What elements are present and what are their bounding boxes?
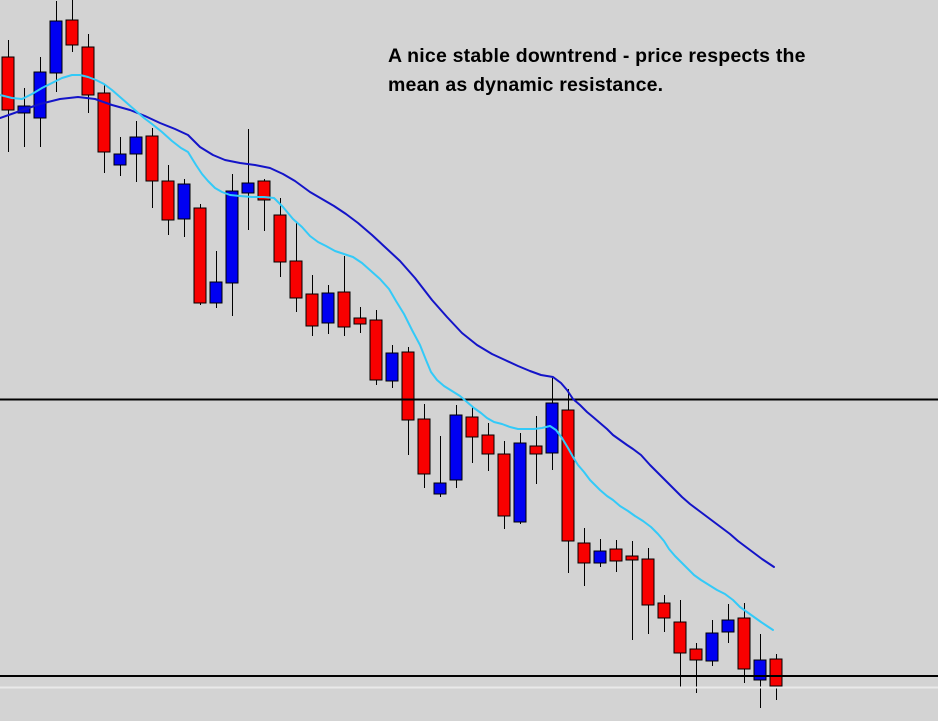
candle-body-down — [65, 19, 79, 46]
candle-body-down — [273, 214, 287, 263]
candle-body-down — [465, 416, 479, 438]
candle-body-up — [721, 619, 735, 633]
candle-body-down — [769, 658, 783, 687]
candle-body-up — [225, 190, 239, 284]
candle-body-down — [97, 92, 111, 153]
candle-body-down — [481, 434, 495, 455]
candle-body-up — [513, 442, 527, 523]
candle-body-up — [449, 414, 463, 481]
candle-body-down — [257, 180, 271, 201]
ma-fast-cyan — [0, 74, 774, 631]
candle-body-up — [433, 482, 447, 495]
candle-body-up — [321, 292, 335, 324]
candle-body-down — [145, 135, 159, 182]
candle-body-down — [673, 621, 687, 654]
candle-body-down — [737, 617, 751, 670]
candle-body-up — [209, 281, 223, 304]
candle-body-up — [129, 136, 143, 155]
candle-body-down — [529, 445, 543, 455]
candle-body-up — [177, 183, 191, 220]
candle-body-up — [33, 71, 47, 119]
candle-body-down — [497, 453, 511, 517]
candle-body-up — [593, 550, 607, 564]
ma-slow-dark-blue — [0, 96, 775, 568]
candle-body-down — [353, 317, 367, 325]
candle-body-down — [625, 555, 639, 561]
candles — [1, 0, 783, 708]
chart-annotation: A nice stable downtrend - price respects… — [388, 45, 806, 96]
candle-body-down — [289, 260, 303, 299]
candle-body-down — [609, 548, 623, 562]
candle-body-down — [305, 293, 319, 327]
candle-body-down — [1, 56, 15, 111]
candle-body-down — [577, 542, 591, 564]
candle-body-down — [337, 291, 351, 328]
candle-body-down — [417, 418, 431, 475]
candle-body-down — [161, 180, 175, 221]
candle-body-up — [241, 182, 255, 194]
candle-body-down — [369, 319, 383, 381]
candle-body-up — [113, 153, 127, 166]
candle-body-up — [49, 20, 63, 74]
candle-body-down — [657, 602, 671, 619]
candle-body-down — [193, 207, 207, 304]
candle-body-down — [401, 351, 415, 421]
candle-body-down — [561, 409, 575, 542]
candle-body-up — [385, 352, 399, 382]
candle-body-down — [81, 46, 95, 96]
candle-body-down — [689, 648, 703, 661]
candle-body-down — [641, 558, 655, 606]
candle-body-up — [705, 632, 719, 662]
